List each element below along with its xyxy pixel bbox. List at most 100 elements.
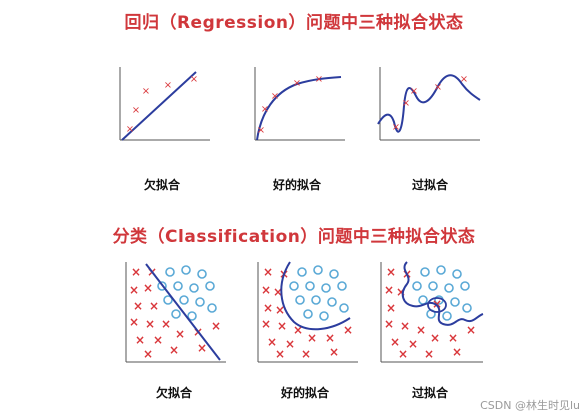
regression-goodfit-plot: × × × × × <box>254 67 345 141</box>
class-x-point: × <box>343 323 353 337</box>
class-x-point: × <box>390 335 400 349</box>
class-o-point <box>412 281 422 291</box>
class-o-point <box>205 281 215 291</box>
class-o-point <box>295 295 305 305</box>
class-x-point: × <box>277 319 287 333</box>
regression-underfit-line <box>121 71 197 141</box>
class-x-point: × <box>275 303 285 317</box>
class-o-point <box>428 281 438 291</box>
data-point: × <box>142 86 150 97</box>
class-o-point <box>436 265 446 275</box>
class-x-point: × <box>329 345 339 359</box>
class-x-point: × <box>261 317 271 331</box>
classification-underfit-plot: ×× ×× ×× ××× ××××× ××× <box>125 262 226 363</box>
class-x-point: × <box>261 283 271 297</box>
class-x-point: × <box>267 335 277 349</box>
class-x-point: × <box>153 333 163 347</box>
class-o-point <box>442 311 452 321</box>
class-x-point: × <box>169 343 179 357</box>
class-o-point <box>189 283 199 293</box>
class-o-point <box>339 303 349 313</box>
class-o-point <box>197 269 207 279</box>
classification-overfit-caption: 过拟合 <box>411 386 448 400</box>
class-o-point <box>311 295 321 305</box>
class-o-point <box>313 265 323 275</box>
regression-goodfit-caption: 好的拟合 <box>272 178 321 192</box>
classification-underfit-boundary <box>145 263 221 361</box>
class-x-point: × <box>301 347 311 361</box>
class-x-point: × <box>275 347 285 361</box>
class-x-point: × <box>307 331 317 345</box>
data-point: × <box>460 74 468 85</box>
regression-underfit-caption: 欠拟合 <box>143 178 180 192</box>
classification-goodfit-caption: 好的拟合 <box>280 386 329 400</box>
class-o-point <box>207 303 217 313</box>
class-o-point <box>297 267 307 277</box>
class-x-point: × <box>197 341 207 355</box>
class-o-point <box>420 267 430 277</box>
class-x-point: × <box>398 347 408 361</box>
regression-overfit-plot: × × × × × <box>377 67 481 141</box>
classification-goodfit-boundary <box>280 261 351 331</box>
data-point: × <box>315 74 323 85</box>
classification-overfit-island <box>427 297 447 313</box>
class-o-point <box>452 269 462 279</box>
class-x-point: × <box>386 301 396 315</box>
class-x-point: × <box>149 299 159 313</box>
class-x-point: × <box>263 301 273 315</box>
class-o-point <box>163 295 173 305</box>
class-o-point <box>444 283 454 293</box>
class-x-point: × <box>285 337 295 351</box>
data-point: × <box>402 98 410 109</box>
class-o-point <box>450 297 460 307</box>
class-x-point: × <box>293 323 303 337</box>
class-o-point <box>327 297 337 307</box>
class-x-point: × <box>396 285 406 299</box>
class-o-point <box>329 269 339 279</box>
data-point: × <box>410 86 418 97</box>
class-o-point <box>195 297 205 307</box>
class-x-point: × <box>416 323 426 337</box>
class-x-point: × <box>161 317 171 331</box>
data-point: × <box>257 125 265 136</box>
class-x-point: × <box>325 331 335 345</box>
class-x-point: × <box>430 331 440 345</box>
regression-underfit-plot: × × × × × <box>119 67 210 141</box>
watermark: CSDN @林生时见lu <box>480 399 580 412</box>
class-o-point <box>181 265 191 275</box>
classification-goodfit-plot: × × × × × × × × × × × × ×× × × × <box>257 261 358 363</box>
class-x-point: × <box>424 347 434 361</box>
class-x-point: × <box>175 327 185 341</box>
class-o-point <box>187 311 197 321</box>
class-o-point <box>289 281 299 291</box>
class-x-point: × <box>466 323 476 337</box>
class-x-point: × <box>448 331 458 345</box>
class-o-point <box>337 281 347 291</box>
data-point: × <box>392 122 400 133</box>
class-o-point <box>157 281 167 291</box>
class-o-point <box>303 309 313 319</box>
class-o-point <box>179 295 189 305</box>
class-x-point: × <box>133 299 143 313</box>
classification-underfit-caption: 欠拟合 <box>155 386 192 400</box>
class-x-point: × <box>143 347 153 361</box>
class-x-point: × <box>386 265 396 279</box>
class-o-point <box>305 281 315 291</box>
class-x-point: × <box>408 337 418 351</box>
class-x-point: × <box>129 315 139 329</box>
class-x-point: × <box>384 317 394 331</box>
class-o-point <box>462 303 472 313</box>
class-o-point <box>165 267 175 277</box>
data-point: × <box>164 80 172 91</box>
data-point: × <box>261 104 269 115</box>
class-o-point <box>321 283 331 293</box>
class-x-point: × <box>273 285 283 299</box>
regression-overfit-curve <box>377 74 481 133</box>
data-point: × <box>126 124 134 135</box>
class-x-point: × <box>211 319 221 333</box>
class-x-point: × <box>452 345 462 359</box>
data-point: × <box>293 78 301 89</box>
regression-title: 回归（Regression）问题中三种拟合状态 <box>124 13 464 33</box>
class-o-point <box>171 309 181 319</box>
classification-overfit-plot: × × × × × × × × × × × × ×× × × × <box>380 261 484 363</box>
